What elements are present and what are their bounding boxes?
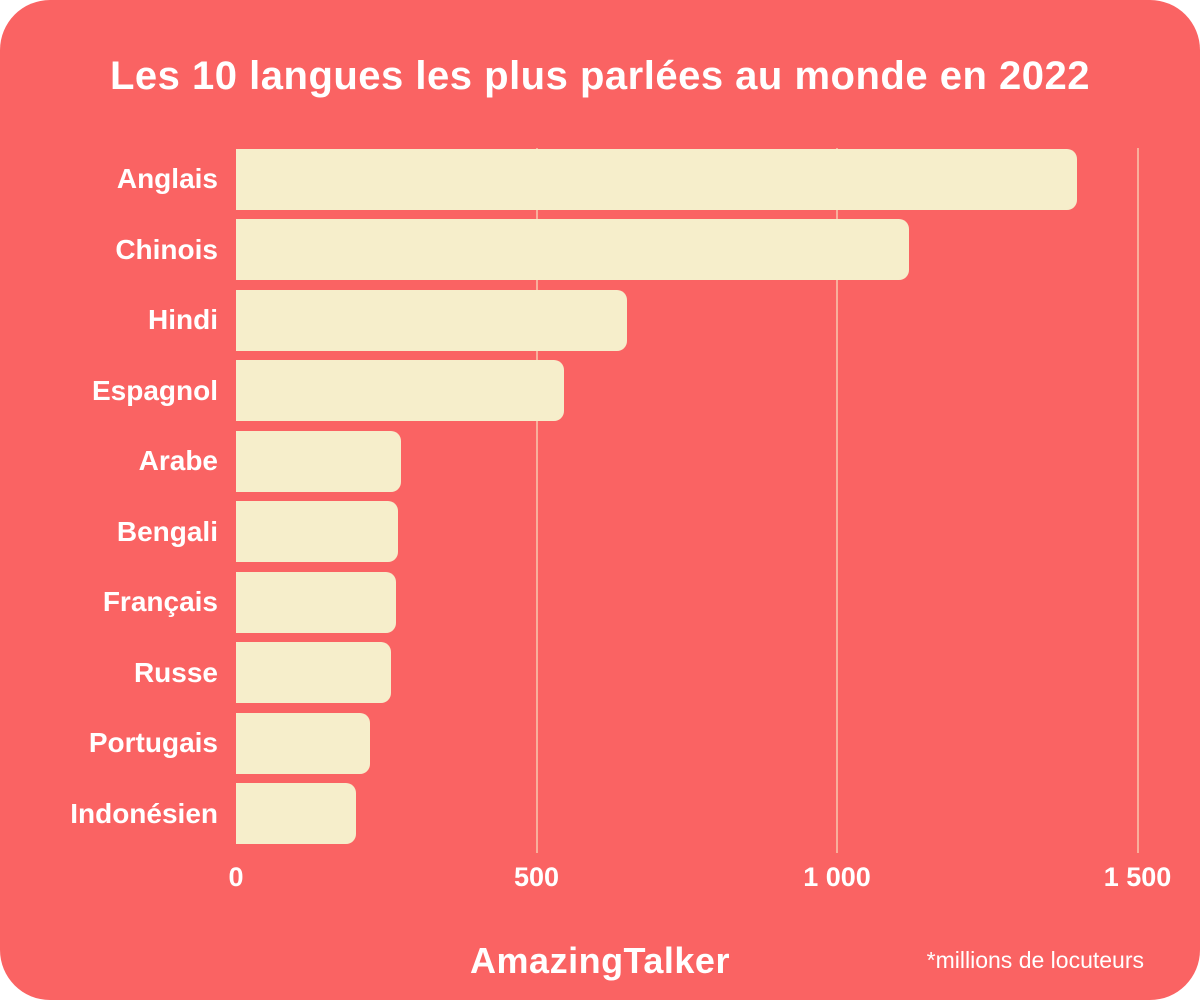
gridline-1500 [1136, 148, 1139, 853]
gridline-1000 [836, 148, 838, 853]
bar [236, 360, 564, 422]
bar [236, 430, 402, 492]
bar-row: Arabe [0, 426, 1200, 497]
x-tick-label: 500 [513, 862, 560, 892]
category-label: Français [102, 586, 218, 618]
brand-logo-text: AmazingTalker [470, 940, 730, 981]
category-label: Chinois [115, 233, 218, 265]
category-label: Anglais [116, 163, 218, 195]
bar [236, 642, 392, 704]
bar [236, 783, 356, 845]
category-label: Espagnol [91, 374, 218, 406]
bar [236, 501, 399, 563]
bar [236, 289, 627, 351]
bar-row: Chinois [0, 215, 1200, 286]
category-label: Indonésien [70, 797, 218, 829]
bar-row: Hindi [0, 285, 1200, 356]
category-label: Bengali [116, 515, 218, 547]
bar-row: Anglais [0, 144, 1200, 215]
bar [236, 148, 1078, 210]
bar [236, 571, 397, 633]
category-label: Portugais [88, 727, 218, 759]
x-tick-label: 0 [228, 862, 244, 892]
x-axis: 0 500 1 000 1 500 [0, 862, 1200, 902]
bar-row: Bengali [0, 497, 1200, 568]
unit-footnote: *millions de locuteurs [926, 947, 1144, 973]
chart-title: Les 10 langues les plus parlées au monde… [110, 54, 1090, 98]
gridline-500 [535, 148, 538, 853]
category-label: Hindi [148, 304, 218, 336]
bar [236, 712, 371, 774]
category-label: Arabe [138, 445, 218, 477]
bar-row: Français [0, 567, 1200, 638]
plot-area: Anglais Chinois Hindi Espagnol Arabe Bengali F… [0, 144, 1200, 856]
bar-row: Espagnol [0, 356, 1200, 427]
bar [236, 219, 910, 281]
bar-row: Portugais [0, 708, 1200, 779]
bar-row: Indonésien [0, 779, 1200, 850]
x-tick-label: 1 500 [1103, 862, 1172, 892]
x-tick-label: 1 000 [803, 862, 871, 892]
category-label: Russe [133, 656, 218, 688]
bar-row: Russe [0, 638, 1200, 709]
